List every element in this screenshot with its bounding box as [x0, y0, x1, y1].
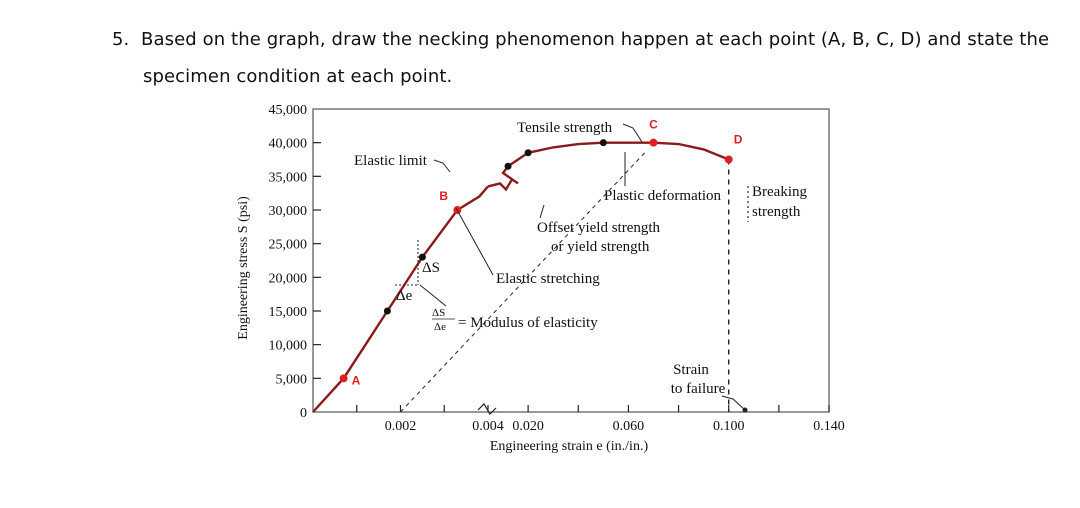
y-tick-label: 10,000 [269, 339, 308, 354]
x-axis-label: Engineering strain e (in./in.) [490, 439, 649, 454]
y-tick-label: 35,000 [269, 170, 308, 185]
plastic-curve [487, 141, 730, 192]
tensile-strength-leader [622, 123, 643, 143]
y-tick-label: 5,000 [276, 372, 308, 387]
offset-yield-leader [539, 204, 545, 219]
point-label-a: A [352, 373, 361, 387]
y-tick-label: 20,000 [269, 271, 308, 286]
y-tick-label: 30,000 [269, 204, 308, 219]
strain-to-failure-marker [742, 407, 748, 413]
modulus-leader [419, 284, 447, 307]
annotation-strain-to-failure-1: Strain [673, 362, 709, 378]
x-tick-label: 0.002 [385, 419, 417, 434]
annotation-delta-s: ΔS [422, 260, 440, 276]
annotation-strain-to-failure-2: to failure [671, 381, 726, 397]
annotation-offset-yield-2: or yield strength [551, 239, 650, 255]
curve-dot [383, 307, 391, 315]
point-label-c: C [649, 118, 658, 132]
annotation-breaking-strength-1: Breaking [752, 184, 807, 200]
annotation-plastic-deformation: Plastic deformation [604, 188, 722, 204]
y-tick-label: 25,000 [269, 238, 308, 253]
annotation-breaking-strength-2: strength [752, 204, 801, 220]
modulus-delta-e: Δe [434, 321, 446, 333]
point-label-d: D [734, 133, 743, 147]
y-tick-label: 45,000 [269, 103, 308, 118]
point-label-b: B [439, 189, 448, 203]
elastic-limit-leader [433, 159, 451, 173]
plot-frame [312, 108, 830, 413]
annotation-tensile-strength: Tensile strength [517, 120, 613, 136]
question-line-1: 5. Based on the graph, draw the necking … [112, 29, 1049, 50]
point-marker-d [724, 155, 733, 164]
x-tick-label: 0.060 [613, 419, 645, 434]
question-line-2: specimen condition at each point. [143, 66, 453, 87]
annotation-modulus: = Modulus of elasticity [458, 315, 598, 331]
point-marker-a [339, 374, 348, 383]
y-tick-label: 40,000 [269, 137, 308, 152]
point-marker-c [649, 138, 658, 147]
strain-to-failure-leader [721, 395, 746, 411]
curve-dot [504, 162, 512, 170]
elastic-stretching-leader [455, 207, 494, 276]
annotation-elastic-limit: Elastic limit [354, 153, 428, 169]
x-tick-label: 0.140 [813, 419, 845, 434]
annotation-offset-yield-1: Offset yield strength [537, 220, 661, 236]
curve-dot [599, 139, 607, 147]
question-text-1: Based on the graph, draw the necking phe… [141, 29, 1050, 50]
y-tick-label: 0 [300, 406, 307, 421]
question-number: 5. [112, 29, 130, 50]
y-axis-label: Engineering stress S (psi) [236, 196, 251, 340]
x-axis-break-mark [477, 403, 497, 415]
x-tick-label: 0.020 [512, 419, 544, 434]
annotation-elastic-stretching: Elastic stretching [496, 271, 600, 287]
y-tick-label: 15,000 [269, 305, 308, 320]
offset-yield-line [400, 152, 646, 413]
x-tick-label: 0.100 [713, 419, 745, 434]
modulus-delta-s: ΔS [432, 307, 445, 319]
curve-dot [418, 253, 426, 261]
x-tick-label: 0.004 [472, 419, 504, 434]
annotation-delta-e: Δe [396, 288, 413, 304]
curve-dot [524, 149, 532, 157]
